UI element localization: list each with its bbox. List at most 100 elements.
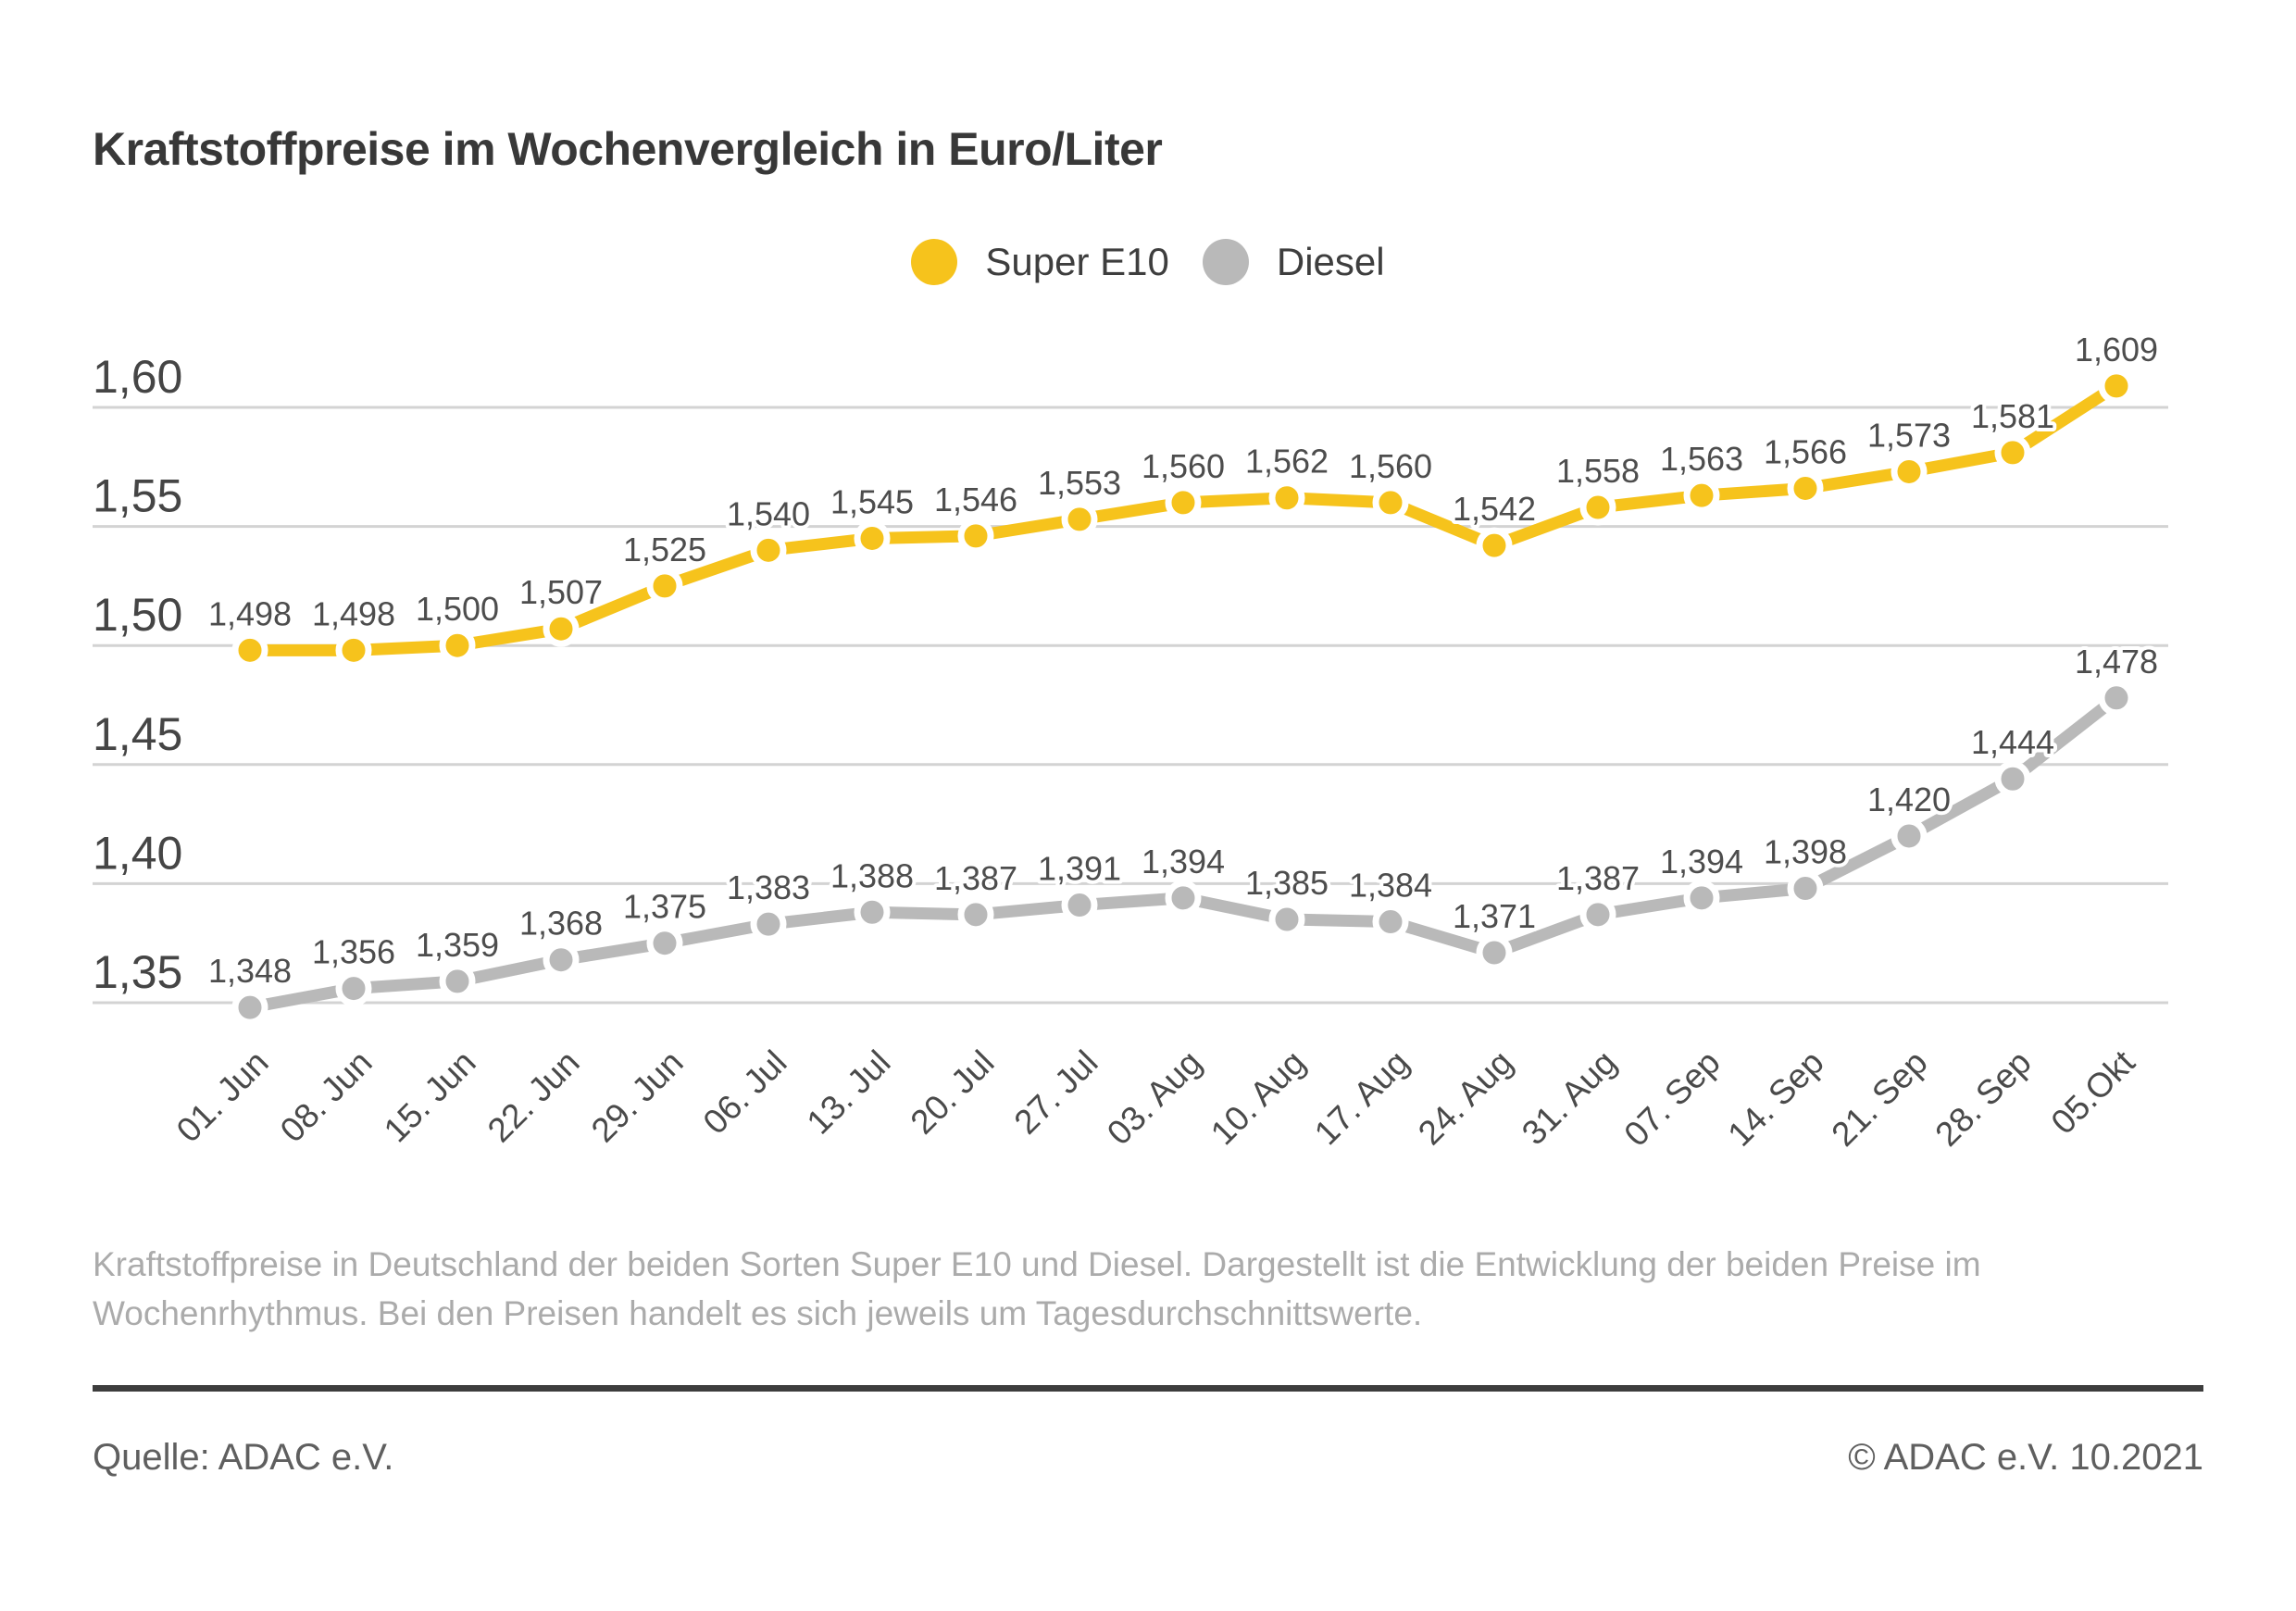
super-e10-point [2098,368,2135,405]
super-e10-value-label: 1,553 [1038,464,1121,502]
diesel-point [1787,870,1824,907]
diesel-value-label: 1,391 [1038,850,1121,888]
super-e10-value-label: 1,558 [1556,452,1640,490]
legend-item-diesel: Diesel [1202,239,1385,285]
x-axis-tick-label: 15. Jun [377,1043,483,1150]
legend-label-diesel: Diesel [1276,240,1385,283]
x-axis-tick-label: 21. Sep [1824,1043,1934,1154]
diesel-value-label: 1,394 [1660,843,1743,880]
super-e10-value-label: 1,566 [1764,432,1847,470]
super-e10-point [750,531,787,568]
legend: Super E10 Diesel [0,239,2296,285]
super-e10-point [854,519,891,556]
super-e10-point [1268,480,1305,517]
super-e10-point [1683,477,1720,514]
super-e10-point [1061,501,1098,538]
diesel-point [1372,904,1409,941]
super-e10-value-label: 1,609 [2075,331,2158,368]
super-e10-value-label: 1,562 [1245,443,1329,481]
diesel-value-label: 1,394 [1142,843,1225,880]
super-e10-value-label: 1,500 [416,590,499,628]
y-axis-tick-label: 1,50 [93,589,182,641]
x-axis-tick-label: 05.Okt [2044,1043,2143,1142]
y-axis-tick-label: 1,60 [93,351,182,403]
diesel-point [854,893,891,930]
diesel-point [1994,760,2031,797]
x-axis-tick-label: 28. Sep [1928,1043,2038,1154]
diesel-point [1165,880,1202,917]
super-e10-value-label: 1,545 [830,482,914,520]
super-e10-point [1372,484,1409,521]
super-e10-value-label: 1,560 [1142,447,1225,485]
x-axis-tick-label: 17. Aug [1307,1043,1416,1153]
y-axis-tick-label: 1,40 [93,827,182,879]
x-axis-tick-label: 22. Jun [480,1043,587,1150]
copyright-label: © ADAC e.V. 10.2021 [1848,1437,2203,1478]
super-e10-value-label: 1,498 [312,594,395,632]
x-axis-tick-label: 27. Jul [1007,1043,1105,1142]
diesel-point [1683,880,1720,917]
super-e10-value-label: 1,581 [1971,397,2054,435]
diesel-value-label: 1,385 [1245,864,1329,902]
diesel-point [439,963,476,1000]
super-e10-point [646,568,683,605]
super-e10-point [1476,527,1513,564]
divider [93,1385,2203,1392]
series-points [231,368,2135,1026]
x-axis-tick-label: 07. Sep [1616,1043,1727,1154]
super-e10-point [231,631,268,668]
super-e10-value-label: 1,498 [208,594,292,632]
x-axis-tick-label: 03. Aug [1100,1043,1209,1153]
legend-item-super-e10: Super E10 [911,239,1169,285]
description-line-2: Wochenrhythmus. Bei den Preisen handelt … [93,1293,1423,1332]
x-axis-tick-label: 10. Aug [1204,1043,1313,1153]
x-axis-tick-label: 20. Jul [904,1043,1002,1142]
diesel-point [335,970,372,1007]
diesel-value-label: 1,356 [312,933,395,971]
diesel-point [1476,934,1513,971]
diesel-value-label: 1,348 [208,952,292,990]
super-e10-point [335,631,372,668]
chart-description: Kraftstoffpreise in Deutschland der beid… [93,1241,2203,1338]
super-e10-value-label: 1,542 [1453,490,1536,528]
super-e10-marker-icon [911,239,958,285]
super-e10-value-label: 1,540 [727,494,810,532]
diesel-value-label: 1,368 [519,905,603,943]
x-axis-tick-label: 14. Sep [1720,1043,1830,1154]
super-e10-point [1890,453,1928,490]
diesel-point [750,905,787,943]
super-e10-value-label: 1,546 [934,481,1017,518]
y-axis-tick-label: 1,55 [93,470,182,522]
diesel-point [957,896,994,933]
diesel-point [1061,887,1098,924]
super-e10-point [1787,469,1824,506]
super-e10-point [1994,434,2031,471]
diesel-marker-icon [1202,239,1249,285]
diesel-value-label: 1,398 [1764,833,1847,871]
super-e10-value-label: 1,573 [1867,416,1951,454]
super-e10-value-label: 1,560 [1349,447,1432,485]
diesel-value-label: 1,478 [2075,643,2158,681]
source-row: Quelle: ADAC e.V. © ADAC e.V. 10.2021 [93,1437,2203,1479]
x-axis-tick-label: 08. Jun [273,1043,380,1150]
diesel-point [1268,901,1305,938]
diesel-point [231,989,268,1026]
x-axis-tick-label: 06. Jul [696,1043,794,1142]
super-e10-point [957,518,994,555]
diesel-value-label: 1,387 [1556,859,1640,897]
x-axis-tick-label: 24. Aug [1411,1043,1520,1153]
diesel-point [2098,680,2135,717]
diesel-value-label: 1,383 [727,868,810,906]
super-e10-point [1579,489,1616,526]
y-axis-tick-label: 1,35 [93,946,182,998]
super-e10-point [439,627,476,664]
diesel-value-label: 1,387 [934,859,1017,897]
super-e10-value-label: 1,507 [519,573,603,611]
super-e10-value-label: 1,525 [623,531,706,568]
x-axis-tick-label: 31. Aug [1515,1043,1624,1153]
diesel-point [1579,896,1616,933]
y-axis-tick-label: 1,45 [93,708,182,760]
